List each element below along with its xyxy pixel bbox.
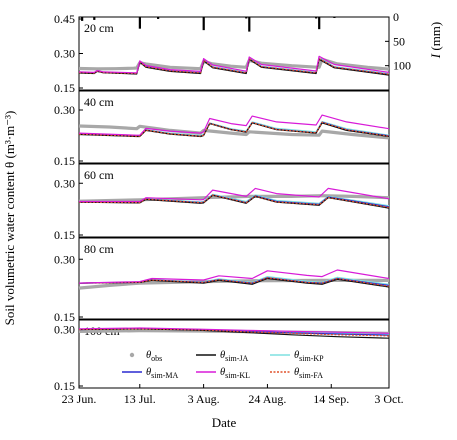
rain-bar <box>245 17 248 19</box>
y-tick-label: 0.45 <box>54 12 75 26</box>
panel-2: 0.30 0.15 60 cm <box>54 163 390 242</box>
series-JA-line <box>78 277 390 288</box>
rain-axis: 0 50 100 I (mm) <box>81 10 443 73</box>
panel-frame <box>78 319 390 389</box>
legend-marker <box>129 352 135 358</box>
rain-bar <box>81 17 84 21</box>
series-FA-line <box>78 121 390 137</box>
legend-item-KL: θsim-KL <box>196 367 250 380</box>
legend-label: θsim-KP <box>294 350 324 363</box>
rain-bar <box>318 17 321 30</box>
series-FA-line <box>78 194 390 208</box>
rain-bar <box>93 17 96 20</box>
legend-item-obs: θobs <box>129 350 162 363</box>
x-tick-label: 13 Jul. <box>124 392 156 406</box>
x-tick-label: 24 Aug. <box>248 392 286 406</box>
y-tick-label: 0.15 <box>54 154 75 168</box>
rain-bar <box>315 17 318 19</box>
series-obs-line <box>78 124 390 140</box>
rain-bar <box>333 17 336 18</box>
x-axis: 23 Jun. 13 Jul. 3 Aug. 24 Aug. 14 Sep. 3 Oct. <box>62 384 404 406</box>
depth-label: 20 cm <box>84 21 114 35</box>
panel-3: 0.30 0.15 80 cm <box>54 237 390 324</box>
rain-bar <box>248 17 251 32</box>
x-tick-label: 3 Aug. <box>188 392 220 406</box>
legend-item-KP: θsim-KP <box>270 350 324 363</box>
rain-tick-label: 100 <box>393 59 411 73</box>
x-axis-title: Date <box>212 415 237 430</box>
panel-1: 0.30 0.15 40 cm <box>54 90 390 168</box>
legend: θobs θsim-JA θsim-KP θsim-MA θsim-KL θsim-FA <box>122 350 324 380</box>
y-tick-label: 0.30 <box>54 252 75 266</box>
series-KL-line <box>78 114 390 136</box>
series-KL-line <box>78 327 390 334</box>
y-tick-label: 0.15 <box>54 228 75 242</box>
y-tick-label: 0.30 <box>54 176 75 190</box>
y-tick-label: 0.15 <box>54 310 75 324</box>
series-KL-line <box>78 55 390 74</box>
legend-label: θsim-KL <box>220 367 250 380</box>
series-FA-line <box>78 328 390 337</box>
legend-item-FA: θsim-FA <box>270 367 323 380</box>
legend-label: θobs <box>146 350 162 363</box>
depth-label: 80 cm <box>84 242 114 256</box>
y-tick-label: 0.15 <box>54 81 75 95</box>
y-tick-label: 0.15 <box>54 379 75 393</box>
y-tick-label: 0.30 <box>54 47 75 61</box>
legend-item-MA: θsim-MA <box>122 367 179 380</box>
y-tick-label: 0.30 <box>54 103 75 117</box>
panel-0: 0.45 0.30 0.15 20 cm <box>54 12 390 95</box>
legend-label: θsim-JA <box>220 350 249 363</box>
depth-label: 40 cm <box>84 95 114 109</box>
rain-bar <box>138 17 141 29</box>
panel-frame <box>78 16 390 91</box>
depth-label: 60 cm <box>84 168 114 182</box>
x-tick-label: 3 Oct. <box>374 392 403 406</box>
y-tick-label: 0.30 <box>54 323 75 337</box>
series-obs-line <box>78 57 390 71</box>
rain-axis-variable: I <box>428 53 443 59</box>
legend-item-JA: θsim-JA <box>196 350 249 363</box>
x-tick-label: 14 Sep. <box>313 392 349 406</box>
rain-axis-title: I (mm) <box>428 22 443 59</box>
rain-axis-unit: (mm) <box>428 22 443 54</box>
rain-bar <box>157 17 160 19</box>
rain-bar <box>202 17 205 31</box>
y-axis-title: Soil volumetric water content θ (m³·m⁻³) <box>2 111 17 326</box>
series-FA-line <box>78 277 390 287</box>
series-KL-line <box>78 269 390 284</box>
legend-label: θsim-MA <box>146 367 179 380</box>
rain-tick-label: 0 <box>393 10 399 24</box>
series-KL-line <box>79 187 390 203</box>
rain-tick-label: 50 <box>393 34 405 48</box>
x-tick-label: 23 Jun. <box>62 392 97 406</box>
legend-label: θsim-FA <box>294 367 323 380</box>
